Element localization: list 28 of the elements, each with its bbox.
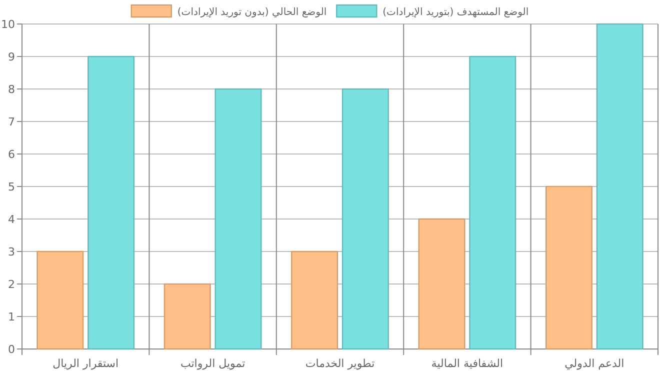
bar	[164, 283, 211, 350]
x-tick-label: استقرار الريال	[52, 357, 119, 370]
legend-label: الوضع الحالي (بدون توريد الإيرادات)	[177, 7, 327, 18]
legend-label: الوضع المستهدف (بتوريد الإيرادات)	[382, 7, 529, 18]
bar	[418, 218, 466, 350]
y-tick-label: 2	[8, 278, 15, 291]
x-tick-label: تمويل الرواتب	[180, 357, 246, 370]
bar	[291, 250, 338, 350]
x-tick-label: تطوير الخدمات	[305, 357, 375, 370]
y-tick-label: 0	[8, 343, 15, 356]
y-tick-label: 10	[1, 18, 15, 31]
x-tick-label: الدعم الدولي	[564, 357, 624, 370]
y-tick-label: 9	[8, 50, 15, 64]
y-tick-label: 4	[8, 213, 15, 226]
bar	[545, 186, 592, 350]
bar	[214, 88, 262, 350]
y-tick-label: 3	[8, 246, 15, 258]
y-tick-label: 6	[8, 148, 15, 161]
bar	[596, 23, 644, 350]
bar	[88, 56, 135, 350]
y-tick-label: 1	[8, 310, 15, 324]
x-tick-label: الشفافية المالية	[431, 357, 504, 370]
bar	[36, 250, 84, 350]
y-tick-label: 7	[8, 116, 15, 128]
y-tick-label: 5	[8, 180, 15, 194]
bar	[342, 88, 389, 350]
bar	[469, 56, 516, 350]
y-tick-label: 8	[8, 83, 15, 96]
